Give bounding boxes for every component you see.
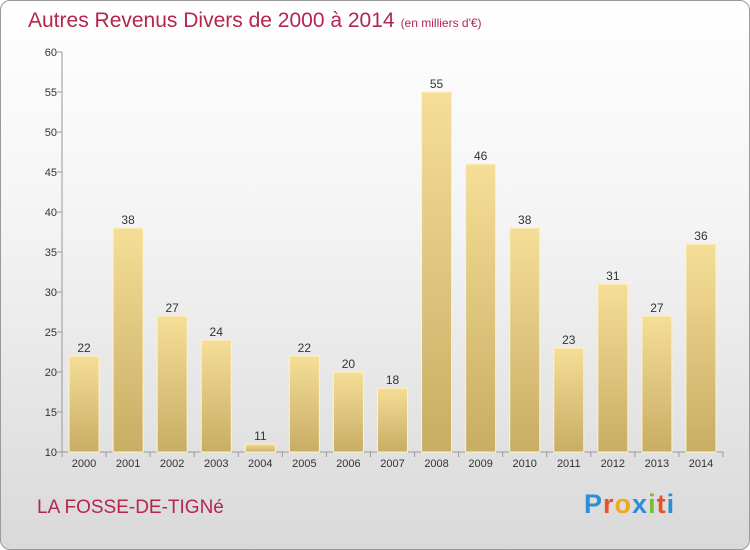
title-block: Autres Revenus Divers de 2000 à 2014 (en …: [28, 9, 482, 33]
x-tick-label: 2004: [248, 458, 272, 470]
x-tick-label: 2001: [116, 458, 140, 470]
bar: [597, 283, 629, 453]
bar-value-label: 27: [165, 301, 179, 315]
bar: [421, 91, 453, 453]
logo-letter: x: [632, 489, 649, 519]
chart-title: Autres Revenus Divers de 2000 à 2014: [28, 9, 395, 32]
x-tick-label: 2012: [601, 458, 625, 470]
proxiti-logo: Proxiti: [584, 489, 675, 520]
bar-value-label: 27: [650, 301, 664, 315]
bar-value-label: 23: [562, 333, 576, 347]
commune-name: LA FOSSE-DE-TIGNé: [37, 497, 224, 518]
bar: [553, 347, 585, 453]
chart-subtitle: (en milliers d'€): [400, 16, 482, 30]
x-tick-label: 2010: [512, 458, 536, 470]
x-tick-label: 2000: [72, 458, 96, 470]
logo-letter: i: [666, 489, 676, 519]
bar: [332, 371, 364, 453]
logo-letter: r: [603, 489, 615, 519]
bar-value-label: 46: [474, 149, 488, 163]
bar: [156, 315, 188, 453]
bar: [509, 227, 541, 453]
bar: [377, 387, 408, 453]
bar-value-label: 38: [518, 213, 532, 227]
bar: [68, 355, 100, 453]
logo-letter: t: [656, 489, 667, 519]
bar: [200, 339, 232, 453]
y-tick-label: 25: [45, 327, 57, 339]
x-tick-label: 2011: [557, 458, 581, 470]
x-tick-label: 2002: [160, 458, 184, 470]
y-tick-label: 50: [45, 127, 57, 139]
y-tick-label: 15: [45, 407, 57, 419]
x-tick-label: 2009: [468, 458, 492, 470]
y-tick-label: 35: [45, 247, 57, 259]
bar: [288, 355, 320, 453]
x-tick-label: 2014: [689, 458, 713, 470]
x-tick-label: 2007: [380, 458, 404, 470]
bar-value-label: 55: [430, 77, 444, 91]
bar: [112, 227, 144, 453]
bar: [244, 443, 276, 453]
x-tick-label: 2008: [424, 458, 448, 470]
y-tick-label: 60: [45, 47, 57, 59]
y-tick-label: 55: [45, 87, 57, 99]
y-tick-label: 40: [45, 207, 57, 219]
x-tick-label: 2006: [336, 458, 360, 470]
x-tick-label: 2003: [204, 458, 228, 470]
y-tick-label: 10: [45, 447, 57, 459]
bar-value-label: 11: [254, 429, 267, 443]
bar-value-label: 20: [342, 357, 356, 371]
logo-letter: i: [648, 489, 657, 519]
y-tick-label: 45: [45, 167, 57, 179]
y-tick-label: 30: [45, 287, 57, 299]
logo-letter: o: [614, 489, 633, 519]
logo-letter: P: [584, 489, 604, 519]
bar: [641, 315, 673, 453]
bar-value-label: 22: [77, 341, 91, 355]
bar-value-label: 31: [606, 269, 620, 283]
bar-value-label: 22: [298, 341, 312, 355]
y-tick-label: 20: [45, 367, 57, 379]
bar: [685, 243, 717, 453]
x-tick-label: 2005: [292, 458, 316, 470]
bar: [465, 163, 497, 453]
bar-value-label: 24: [210, 325, 224, 339]
bar-value-label: 18: [386, 373, 400, 387]
bar-value-label: 36: [694, 229, 708, 243]
bar-value-label: 38: [121, 213, 135, 227]
x-tick-label: 2013: [645, 458, 669, 470]
